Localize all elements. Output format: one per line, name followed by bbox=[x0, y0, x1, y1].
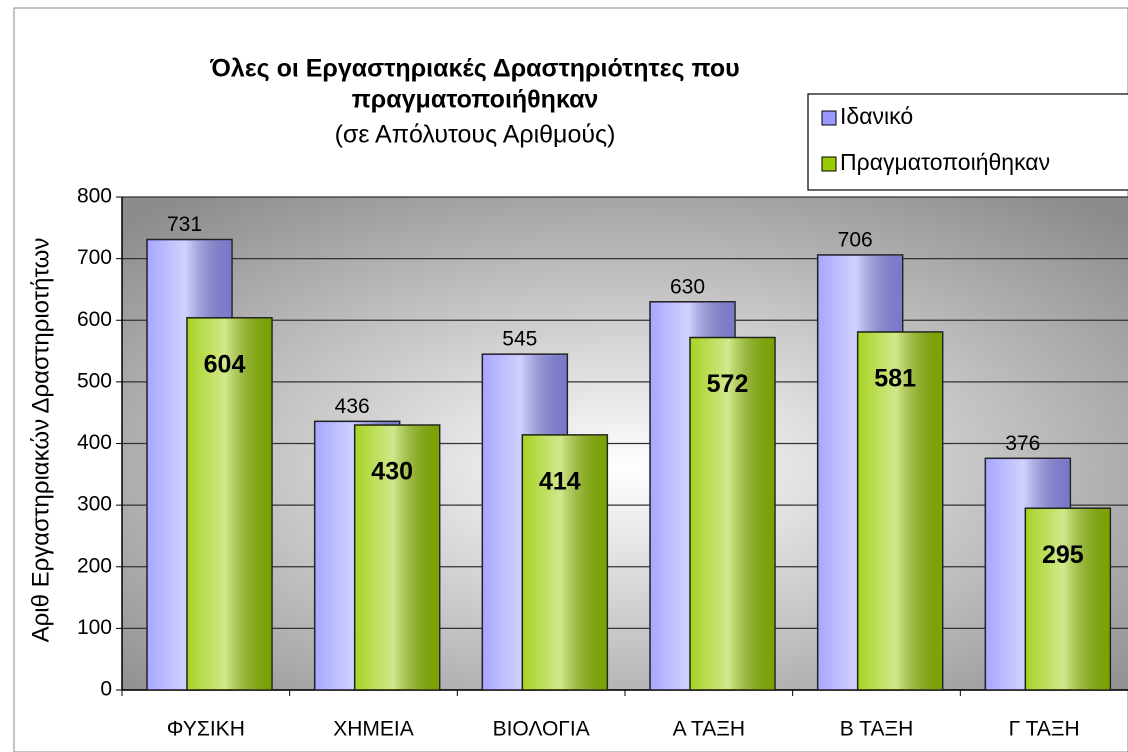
y-tick-label: 500 bbox=[77, 369, 112, 392]
y-tick-label: 200 bbox=[77, 554, 112, 577]
data-label: 706 bbox=[838, 228, 873, 251]
x-tick-label: Β ΤΑΞΗ bbox=[840, 718, 914, 741]
y-tick-label: 0 bbox=[100, 678, 112, 701]
legend-swatch bbox=[821, 110, 837, 126]
bar-shine bbox=[188, 318, 271, 689]
y-tick-label: 300 bbox=[77, 493, 112, 516]
x-tick-label: ΒΙΟΛΟΓΙΑ bbox=[493, 718, 590, 741]
y-tick-label: 600 bbox=[77, 308, 112, 331]
y-tick-label: 400 bbox=[77, 431, 112, 454]
chart-subtitle: (σε Απόλυτους Αριθμούς) bbox=[335, 121, 616, 149]
data-label: 630 bbox=[670, 275, 705, 298]
chart-title: πραγματοποιήθηκαν bbox=[352, 86, 599, 114]
data-label: 731 bbox=[167, 213, 202, 236]
bar-shine bbox=[355, 426, 439, 689]
x-tick-label: ΧΗΜΕΙΑ bbox=[333, 718, 414, 741]
y-axis-label: Αριθ Εργαστηριακών Δραστηριοτήτων bbox=[27, 238, 54, 643]
data-label: 436 bbox=[335, 395, 370, 418]
y-tick-label: 800 bbox=[77, 185, 112, 208]
data-label: 430 bbox=[371, 458, 413, 486]
data-label: 581 bbox=[874, 365, 916, 393]
x-tick-label: Γ ΤΑΞΗ bbox=[1009, 718, 1080, 741]
y-tick-label: 700 bbox=[77, 246, 112, 269]
legend-label: Ιδανικό bbox=[840, 103, 913, 129]
data-label: 604 bbox=[204, 350, 246, 378]
x-tick-label: Α ΤΑΞΗ bbox=[673, 718, 745, 741]
data-label: 414 bbox=[539, 467, 581, 495]
bar-shine bbox=[858, 332, 942, 689]
bar-shine bbox=[1026, 509, 1110, 689]
data-label: 572 bbox=[707, 370, 749, 398]
chart-title: Όλες οι Εργαστηριακές Δραστηριότητες που bbox=[209, 55, 739, 83]
data-label: 545 bbox=[502, 328, 537, 351]
legend-swatch bbox=[821, 156, 837, 172]
bar-shine bbox=[523, 435, 607, 689]
legend-box bbox=[807, 93, 1128, 191]
legend-label: Πραγματοποιήθηκαν bbox=[840, 149, 1050, 175]
data-label: 295 bbox=[1042, 541, 1084, 569]
y-tick-label: 100 bbox=[77, 616, 112, 639]
x-tick-label: ΦΥΣΙΚΗ bbox=[167, 718, 245, 741]
data-label: 376 bbox=[1005, 432, 1040, 455]
bar-shine bbox=[691, 338, 774, 689]
